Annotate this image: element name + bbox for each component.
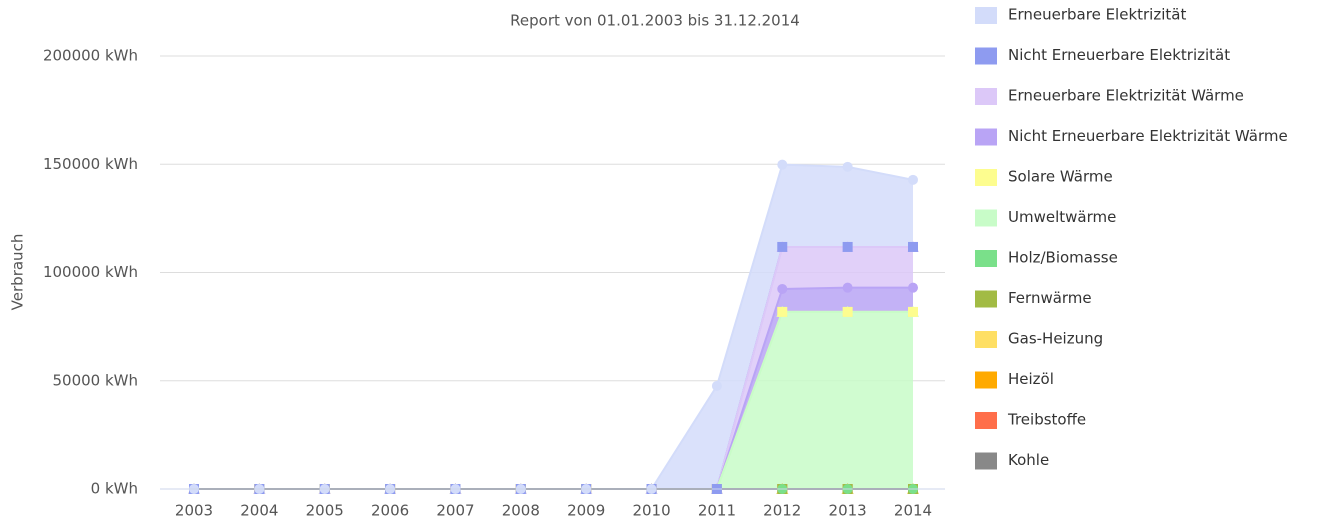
y-tick-label: 0 kWh: [91, 480, 138, 498]
legend-swatch: [975, 412, 997, 429]
legend-swatch: [975, 331, 997, 348]
area: [194, 287, 913, 489]
x-tick-label: 2007: [436, 502, 474, 520]
x-tick-label: 2013: [829, 502, 867, 520]
legend-swatch: [975, 7, 997, 24]
marker: [908, 174, 918, 185]
legend-label: Holz/Biomasse: [1008, 249, 1118, 267]
legend-swatch: [975, 371, 997, 389]
x-tick-label: 2008: [502, 502, 540, 520]
x-tick-label: 2011: [698, 502, 736, 520]
chart-title: Report von 01.01.2003 bis 31.12.2014: [510, 12, 800, 30]
legend-swatch: [975, 169, 997, 186]
marker: [777, 241, 788, 252]
marker: [842, 306, 853, 317]
y-axis-title: Verbrauch: [9, 234, 27, 311]
area: [194, 311, 913, 489]
legend-label: Treibstoffe: [1007, 411, 1086, 429]
legend-label: Erneuerbare Elektrizität: [1008, 6, 1186, 24]
area: [194, 246, 913, 489]
x-tick-label: 2012: [763, 502, 801, 520]
area: [194, 164, 913, 490]
legend-swatch: [975, 128, 997, 146]
legend-label: Nicht Erneuerbare Elektrizität Wärme: [1008, 127, 1288, 145]
legend-label: Gas-Heizung: [1008, 330, 1103, 348]
marker: [711, 380, 722, 391]
y-tick-label: 100000 kWh: [43, 263, 138, 281]
marker: [842, 282, 853, 293]
y-tick-label: 200000 kWh: [43, 47, 138, 65]
x-tick-label: 2005: [306, 502, 344, 520]
marker: [908, 282, 918, 293]
y-tick-label: 150000 kWh: [43, 155, 138, 173]
marker: [777, 306, 788, 317]
legend-label: Fernwärme: [1008, 289, 1092, 307]
marker: [777, 283, 788, 294]
marker: [842, 241, 853, 252]
marker: [842, 161, 853, 172]
marker: [777, 159, 788, 170]
legend-label: Kohle: [1008, 451, 1049, 469]
areas: [194, 163, 914, 490]
legend-swatch: [975, 47, 997, 65]
legend-label: Erneuerbare Elektrizität Wärme: [1008, 87, 1244, 105]
legend-swatch: [975, 88, 997, 105]
legend-label: Solare Wärme: [1008, 168, 1113, 186]
legend-swatch: [975, 250, 997, 267]
legend-swatch: [975, 290, 997, 308]
x-tick-label: 2003: [175, 502, 213, 520]
x-tick-label: 2010: [632, 502, 670, 520]
y-tick-label: 50000 kWh: [52, 371, 138, 389]
x-tick-label: 2014: [894, 502, 932, 520]
legend-swatch: [975, 452, 997, 470]
legend-label: Umweltwärme: [1008, 208, 1116, 226]
legend-label: Heizöl: [1008, 370, 1054, 388]
marker: [908, 241, 918, 252]
x-tick-label: 2009: [567, 502, 605, 520]
x-tick-label: 2004: [240, 502, 278, 520]
marker: [908, 306, 918, 317]
legend-swatch: [975, 209, 997, 227]
x-tick-label: 2006: [371, 502, 409, 520]
legend-label: Nicht Erneuerbare Elektrizität: [1008, 46, 1230, 64]
